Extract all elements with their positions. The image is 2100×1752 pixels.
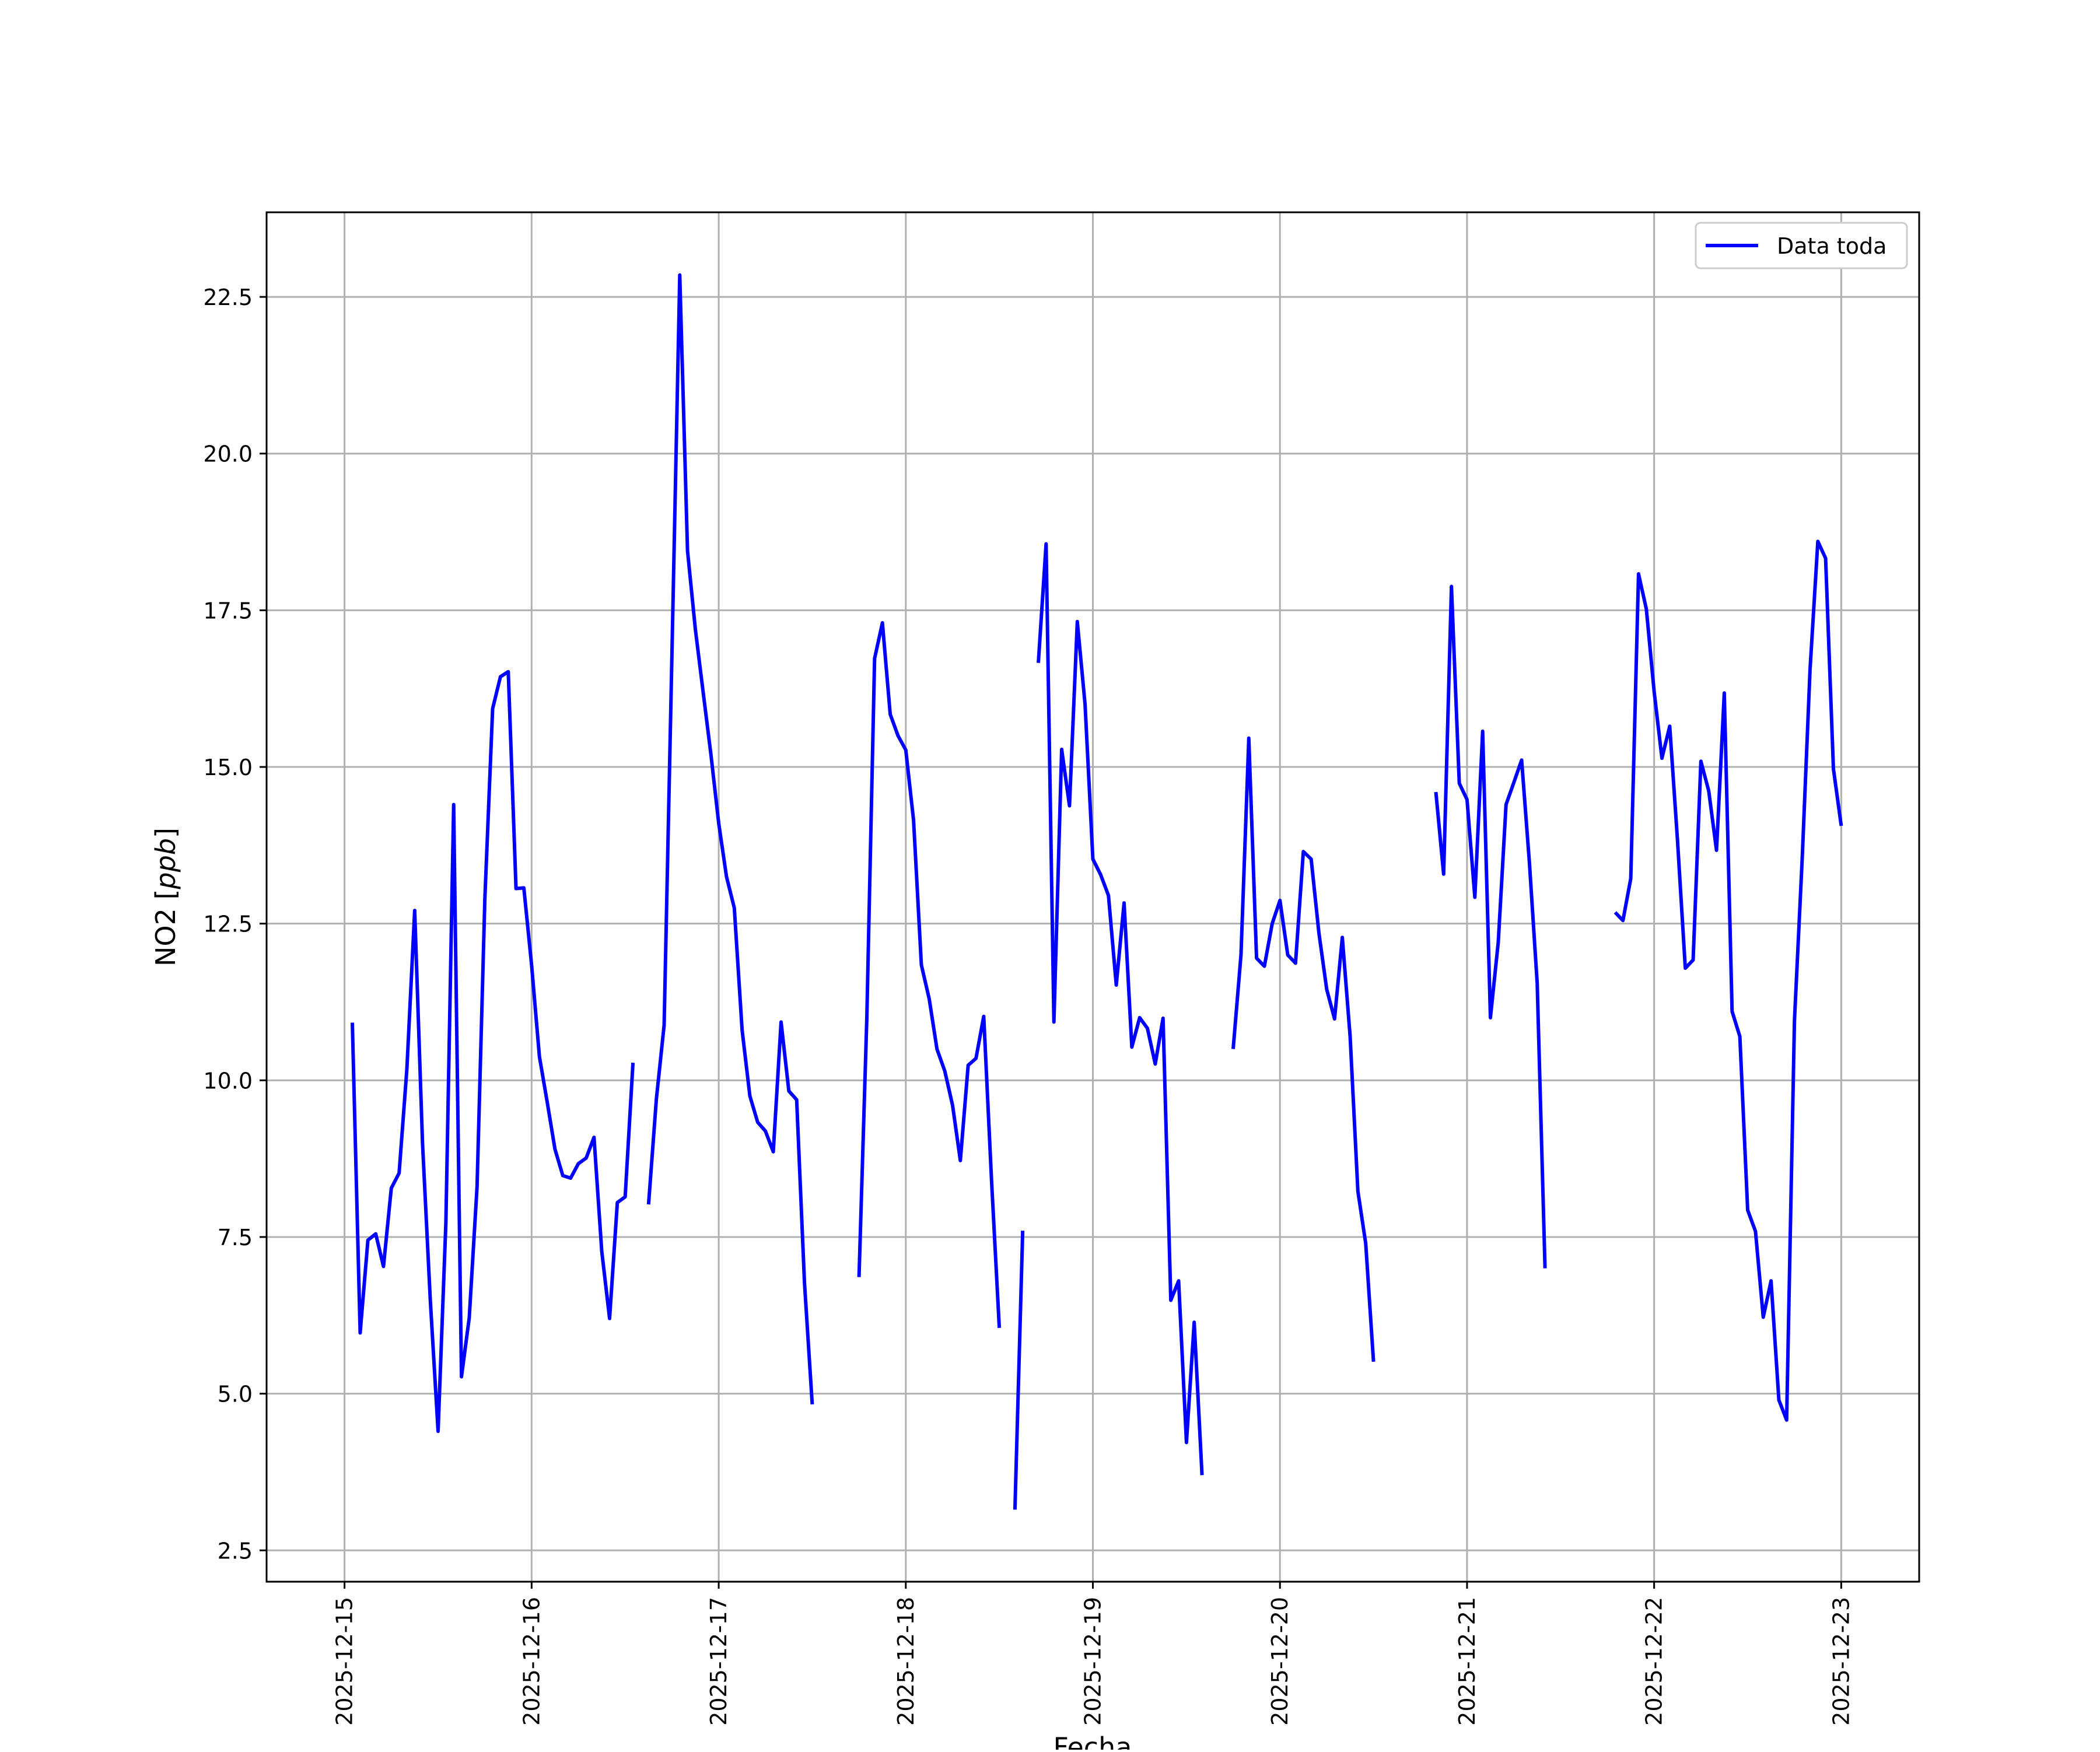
- y-tick-label: 7.5: [218, 1225, 253, 1250]
- series-line-segment: [1231, 736, 1376, 1362]
- y-tick-label: 20.0: [203, 441, 253, 467]
- x-tick-label: 2025-12-23: [1828, 1597, 1854, 1726]
- axis-ticks: 2025-12-15 2025-12-16 2025-12-17 2025-12-18…: [203, 285, 1854, 1726]
- series-line-segment: [351, 670, 635, 1434]
- y-tick-label: 17.5: [203, 598, 253, 623]
- y-tick-label: 5.0: [218, 1382, 253, 1407]
- x-tick-label: 2025-12-18: [893, 1597, 919, 1726]
- x-tick-label: 2025-12-20: [1267, 1597, 1293, 1726]
- series-line-segment: [1037, 542, 1204, 1476]
- y-tick-label: 12.5: [203, 912, 253, 937]
- series-line-segment: [1013, 1231, 1025, 1510]
- x-axis-label: Fecha: [1054, 1732, 1132, 1750]
- legend-label: Data toda: [1777, 233, 1887, 259]
- legend: Data toda: [1695, 222, 1908, 269]
- y-axis-label: NO2 [ppb]: [150, 828, 181, 966]
- gridlines: [267, 212, 1919, 1582]
- series-line-segment: [1614, 539, 1843, 1422]
- y-tick-label: 10.0: [203, 1068, 253, 1094]
- y-tick-label: 15.0: [203, 755, 253, 780]
- series-line-segment: [857, 621, 1002, 1328]
- y-tick-label: 2.5: [218, 1538, 253, 1564]
- x-tick-label: 2025-12-21: [1454, 1597, 1480, 1726]
- x-tick-label: 2025-12-16: [519, 1597, 544, 1726]
- legend-box: [1695, 222, 1908, 269]
- plot-lines: [351, 273, 1843, 1510]
- x-tick-label: 2025-12-15: [332, 1597, 358, 1726]
- x-tick-label: 2025-12-17: [706, 1597, 732, 1726]
- x-tick-label: 2025-12-22: [1642, 1597, 1667, 1726]
- series-line-segment: [1434, 584, 1547, 1269]
- series-line-segment: [646, 273, 814, 1405]
- x-tick-label: 2025-12-19: [1080, 1597, 1106, 1726]
- y-tick-label: 22.5: [203, 285, 253, 310]
